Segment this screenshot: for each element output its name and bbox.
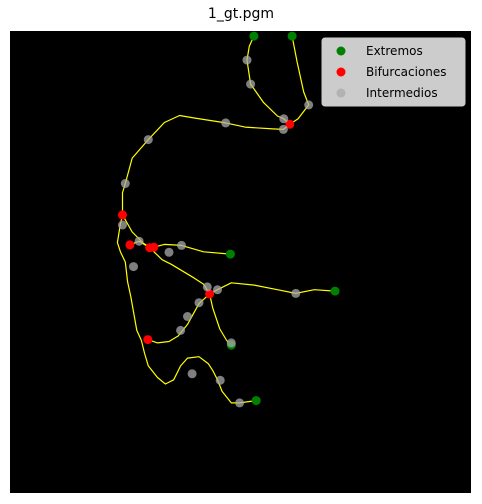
point-intermedios-3: [279, 114, 288, 123]
point-intermedios-21: [188, 369, 197, 378]
legend: Extremos Bifurcaciones Intermedios: [322, 38, 465, 106]
point-intermedios-10: [135, 237, 144, 246]
point-intermedios-1: [243, 56, 252, 65]
point-intermedios-6: [221, 118, 230, 127]
point-intermedios-12: [165, 248, 174, 257]
legend-marker-bifurcaciones: [337, 68, 346, 77]
point-intermedios-8: [121, 179, 130, 188]
point-intermedios-7: [144, 135, 153, 144]
point-intermedios-9: [118, 221, 127, 230]
point-intermedios-17: [183, 312, 192, 321]
legend-marker-intermedios: [337, 89, 346, 98]
point-intermedios-14: [213, 285, 222, 294]
point-intermedios-4: [304, 100, 313, 109]
point-bifurcaciones-5: [149, 243, 158, 252]
point-intermedios-23: [235, 398, 244, 407]
point-bifurcaciones-7: [143, 335, 152, 344]
point-bifurcaciones-3: [125, 240, 134, 249]
legend-label-extremos: Extremos: [366, 44, 423, 58]
point-extremos-4: [331, 287, 340, 296]
point-intermedios-5: [279, 125, 288, 134]
point-extremos-1: [249, 32, 258, 41]
legend-label-bifurcaciones: Bifurcaciones: [366, 65, 447, 79]
point-extremos-6: [252, 396, 261, 405]
point-intermedios-15: [291, 289, 300, 298]
point-intermedios-2: [246, 80, 255, 89]
point-bifurcaciones-2: [118, 210, 127, 219]
point-intermedios-22: [216, 376, 225, 385]
point-intermedios-16: [195, 298, 204, 307]
point-extremos-2: [288, 32, 297, 41]
point-extremos-3: [226, 250, 235, 259]
point-intermedios-19: [227, 338, 236, 347]
legend-label-intermedios: Intermedios: [366, 86, 438, 100]
legend-marker-extremos: [337, 47, 346, 56]
point-intermedios-18: [176, 326, 185, 335]
point-intermedios-13: [203, 282, 212, 291]
point-intermedios-11: [177, 241, 186, 250]
point-intermedios-20: [129, 262, 138, 271]
